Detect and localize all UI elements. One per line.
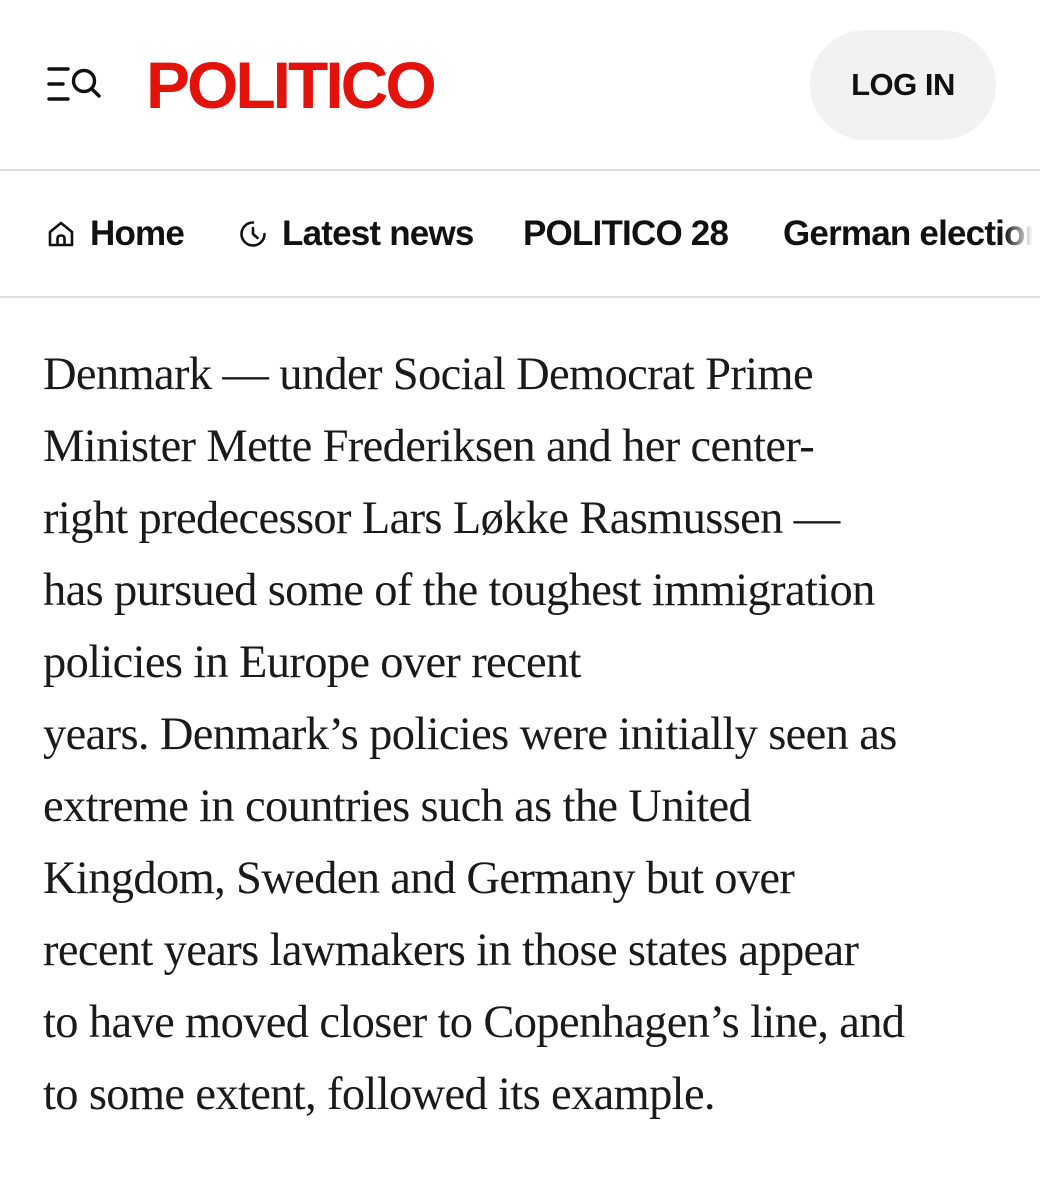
article-line: years. Denmark’s policies were initially… xyxy=(43,709,897,760)
nav-item-label: Latest news xyxy=(282,213,474,253)
article-line: right predecessor Lars Løkke Rasmussen — xyxy=(43,493,840,544)
article-line: extreme in countries such as the United xyxy=(43,781,752,832)
article-line: to some extent, followed its example. xyxy=(43,1069,716,1120)
nav-item-home[interactable]: Home xyxy=(46,171,185,296)
menu-search-icon[interactable] xyxy=(46,63,102,105)
article-line: to have moved closer to Copenhagen’s lin… xyxy=(43,997,905,1048)
nav-item-label: POLITICO 28 xyxy=(523,213,729,253)
article-line: Minister Mette Frederiksen and her cente… xyxy=(43,421,815,472)
home-icon xyxy=(46,219,76,249)
nav-item-german-election[interactable]: German election xyxy=(783,171,1040,296)
clock-icon xyxy=(238,219,268,249)
login-button[interactable]: LOG IN xyxy=(810,30,996,140)
nav-item-latest-news[interactable]: Latest news xyxy=(238,171,474,296)
article-line: recent years lawmakers in those states a… xyxy=(43,925,859,976)
politico-logo[interactable]: POLITICO xyxy=(146,48,437,122)
top-bar: POLITICO LOG IN xyxy=(0,0,1040,171)
article-paragraph: Denmark — under Social Democrat Prime Mi… xyxy=(43,339,1013,1131)
article-line: Kingdom, Sweden and Germany but over xyxy=(43,853,795,904)
nav-item-politico-28[interactable]: POLITICO 28 xyxy=(523,171,729,296)
article-line: Denmark — under Social Democrat Prime xyxy=(43,349,814,400)
section-nav: Home Latest news POLITICO 28 German elec… xyxy=(0,171,1040,298)
nav-item-label: Home xyxy=(90,213,185,253)
nav-item-label: German election xyxy=(783,213,1040,253)
article-line: has pursued some of the toughest immigra… xyxy=(43,565,875,616)
article-line: policies in Europe over recent xyxy=(43,637,581,688)
